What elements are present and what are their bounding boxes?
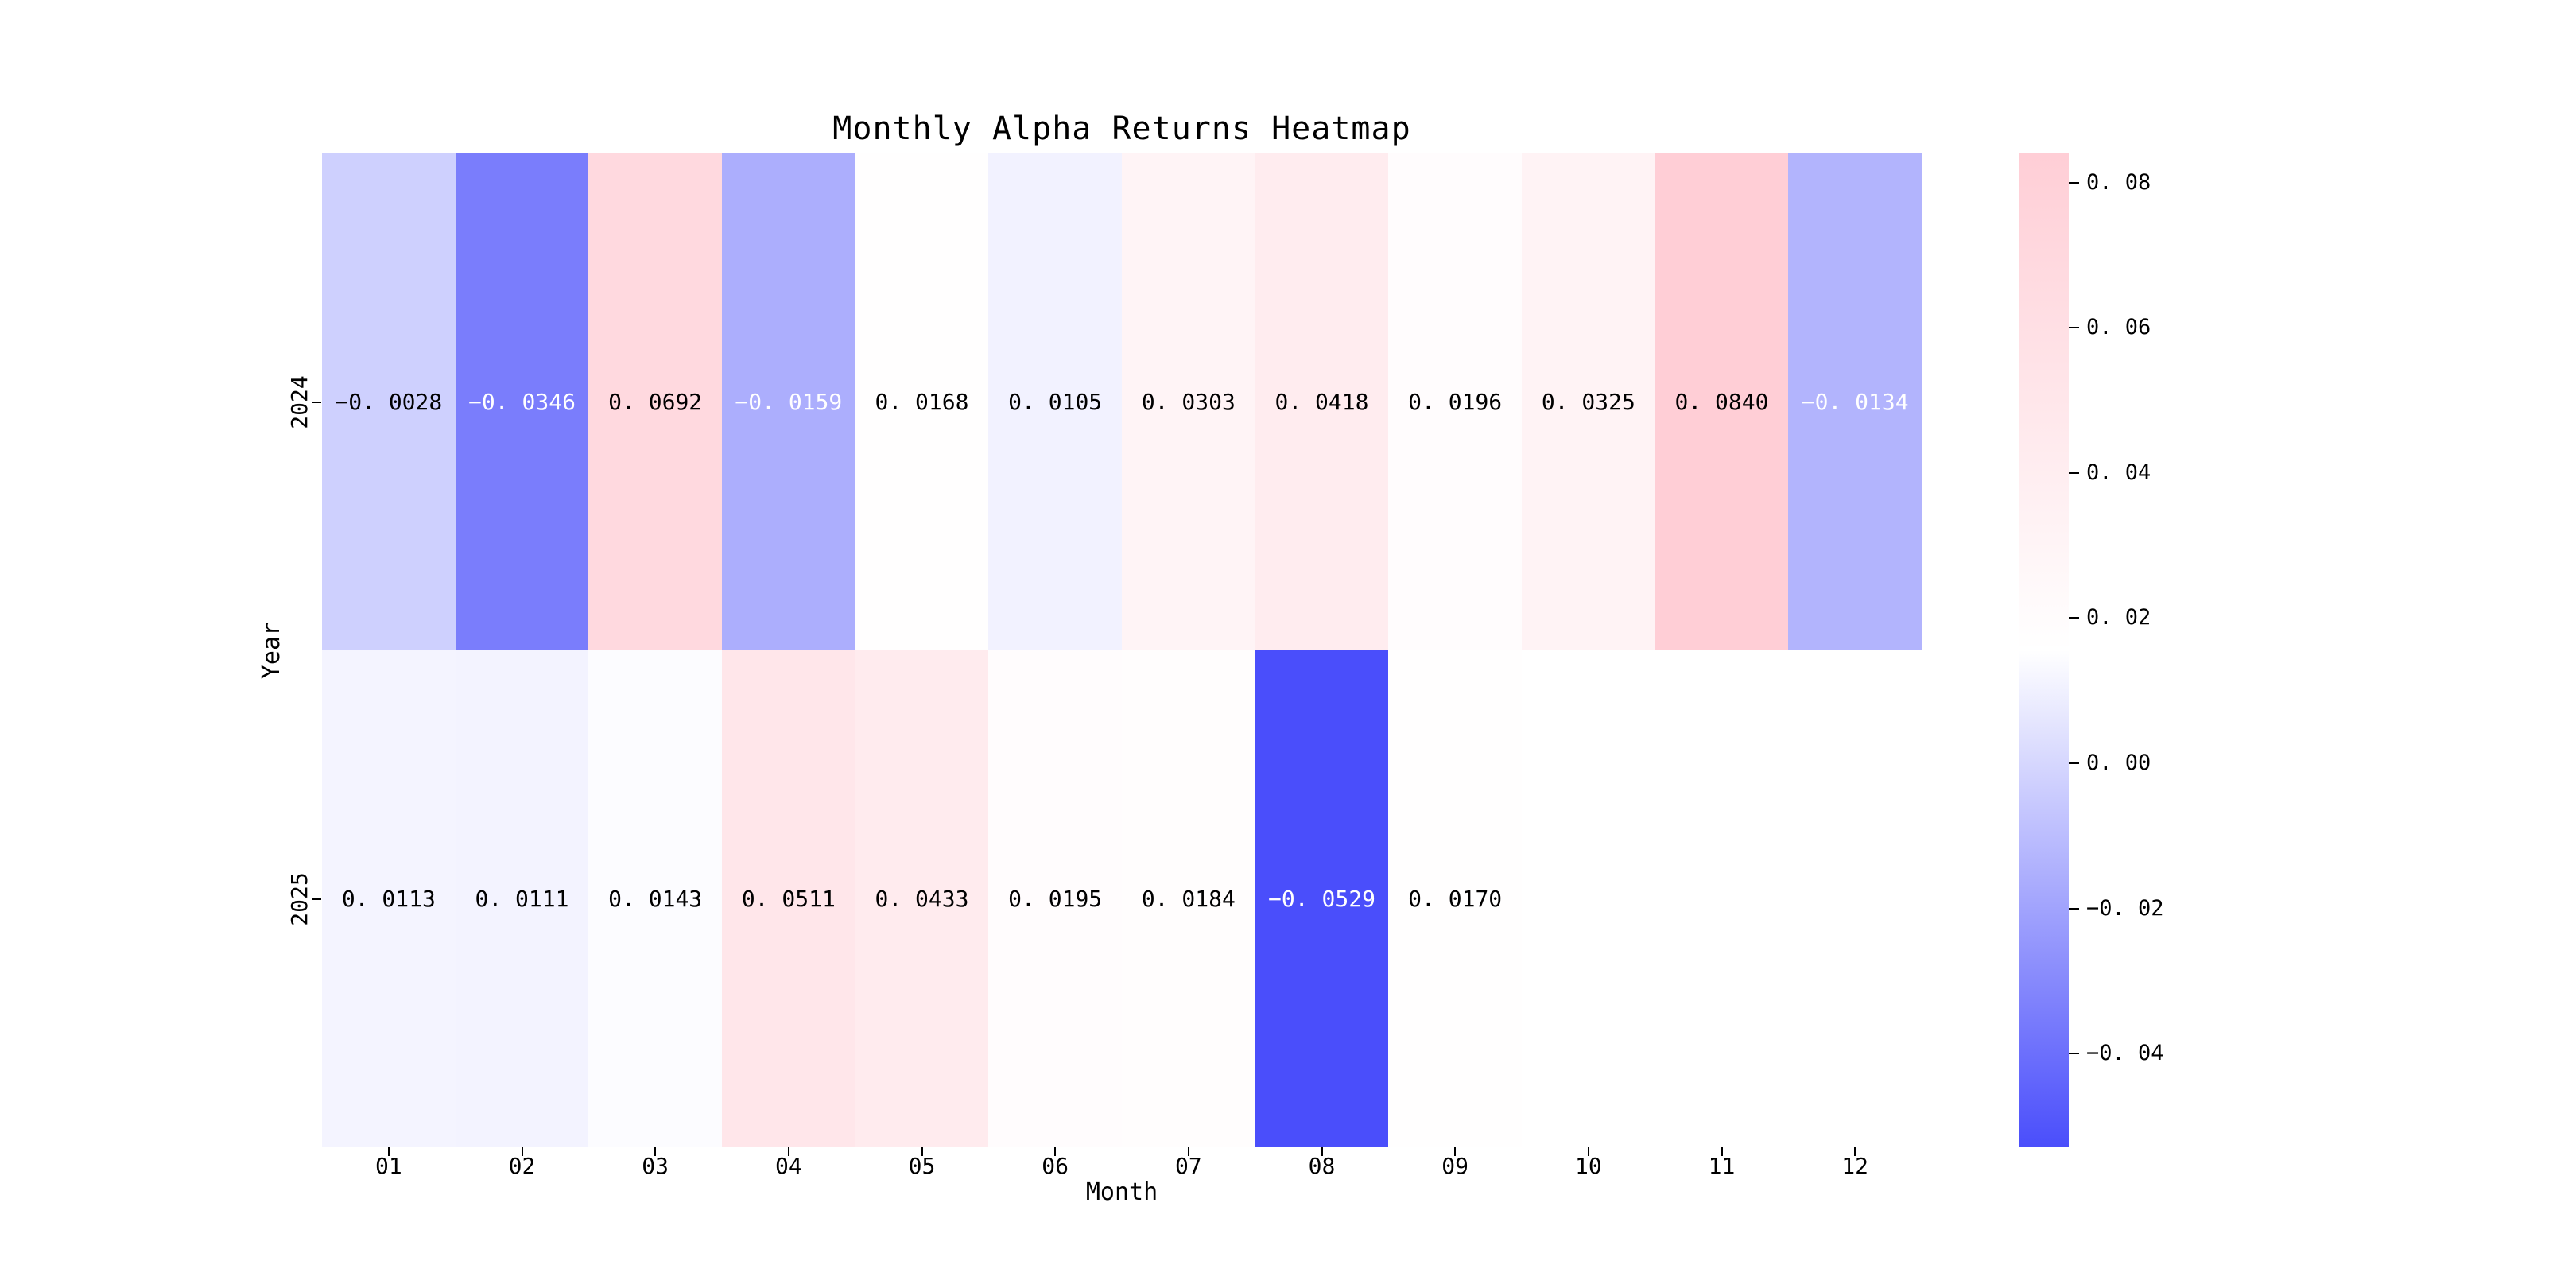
heatmap-cell-2024-07: 0. 0303 — [1122, 153, 1255, 650]
colorbar-tick-label--0.04: −0. 04 — [2086, 1041, 2164, 1066]
y-tick-mark-2025 — [312, 898, 321, 900]
x-tick-mark-04 — [787, 1147, 789, 1156]
heatmap-cell-2025-10 — [1522, 650, 1655, 1147]
heatmap-cell-2024-03: 0. 0692 — [588, 153, 722, 650]
x-tick-mark-06 — [1054, 1147, 1057, 1156]
heatmap-cell-2025-11 — [1655, 650, 1789, 1147]
x-tick-label-03: 03 — [642, 1153, 669, 1179]
x-tick-mark-09 — [1454, 1147, 1457, 1156]
heatmap-cell-2025-02: 0. 0111 — [455, 650, 589, 1147]
cell-value: 0. 0184 — [1141, 886, 1236, 912]
x-tick-mark-12 — [1854, 1147, 1856, 1156]
colorbar-tick-label-0: 0. 00 — [2086, 750, 2151, 775]
x-tick-label-10: 10 — [1574, 1153, 1602, 1179]
x-tick-label-09: 09 — [1441, 1153, 1469, 1179]
cell-value: 0. 0170 — [1408, 886, 1503, 912]
heatmap-cell-2024-02: −0. 0346 — [455, 153, 589, 650]
heatmap-cell-2024-05: 0. 0168 — [855, 153, 989, 650]
x-tick-label-04: 04 — [774, 1153, 802, 1179]
y-tick-label-2025: 2025 — [286, 871, 312, 926]
heatmap-cell-2025-01: 0. 0113 — [322, 650, 456, 1147]
colorbar-tick-mark — [2069, 907, 2079, 910]
colorbar-tick-mark — [2069, 327, 2079, 329]
x-tick-label-01: 01 — [374, 1153, 402, 1179]
x-axis-label: Month — [1085, 1178, 1158, 1206]
heatmap-cell-2024-01: −0. 0028 — [322, 153, 456, 650]
cell-value: 0. 0303 — [1141, 389, 1236, 415]
colorbar-gradient — [2019, 153, 2069, 1147]
cell-value: 0. 0195 — [1008, 886, 1103, 912]
cell-value: 0. 0105 — [1008, 389, 1103, 415]
colorbar-tick-mark — [2069, 617, 2079, 619]
cell-value: 0. 0325 — [1541, 389, 1635, 415]
cell-value: −0. 0529 — [1268, 886, 1375, 912]
x-tick-label-11: 11 — [1708, 1153, 1736, 1179]
x-tick-mark-03 — [654, 1147, 657, 1156]
heatmap-cell-2025-04: 0. 0511 — [722, 650, 855, 1147]
cell-value: 0. 0196 — [1408, 389, 1503, 415]
x-tick-label-08: 08 — [1308, 1153, 1336, 1179]
heatmap-cell-2024-08: 0. 0418 — [1255, 153, 1389, 650]
colorbar-tick-label-0.06: 0. 06 — [2086, 315, 2151, 340]
x-tick-label-07: 07 — [1174, 1153, 1202, 1179]
x-tick-label-05: 05 — [908, 1153, 936, 1179]
heatmap-cell-2025-06: 0. 0195 — [988, 650, 1122, 1147]
heatmap-cell-2024-12: −0. 0134 — [1788, 153, 1922, 650]
heatmap-cell-2025-12 — [1788, 650, 1922, 1147]
cell-value: 0. 0168 — [875, 389, 969, 415]
x-tick-label-02: 02 — [508, 1153, 536, 1179]
heatmap-cell-2025-07: 0. 0184 — [1122, 650, 1255, 1147]
colorbar-tick-mark — [2069, 1053, 2079, 1055]
heatmap-cell-2025-03: 0. 0143 — [588, 650, 722, 1147]
colorbar-tick-mark — [2069, 762, 2079, 764]
heatmap-grid: −0. 0028 −0. 0346 0. 0692 −0. 0159 0. 0168 0.… — [322, 153, 1922, 1147]
colorbar-tick-label-0.04: 0. 04 — [2086, 460, 2151, 485]
cell-value: 0. 0113 — [341, 886, 436, 912]
cell-value: −0. 0028 — [335, 389, 443, 415]
cell-value: 0. 0433 — [875, 886, 969, 912]
y-tick-mark-2024 — [312, 401, 321, 403]
cell-value: 0. 0111 — [475, 886, 569, 912]
cell-value: 0. 0418 — [1274, 389, 1369, 415]
heatmap-cell-2024-10: 0. 0325 — [1522, 153, 1655, 650]
x-tick-mark-02 — [521, 1147, 523, 1156]
cell-value: 0. 0692 — [608, 389, 703, 415]
y-tick-label-2024: 2024 — [286, 374, 312, 429]
heatmap-cell-2025-05: 0. 0433 — [855, 650, 989, 1147]
x-tick-mark-01 — [387, 1147, 390, 1156]
chart-title: Monthly Alpha Returns Heatmap — [832, 111, 1411, 147]
heatmap-cell-2024-04: −0. 0159 — [722, 153, 855, 650]
x-tick-mark-10 — [1587, 1147, 1589, 1156]
x-tick-mark-11 — [1721, 1147, 1723, 1156]
x-tick-label-06: 06 — [1042, 1153, 1069, 1179]
heatmap-cell-2024-11: 0. 0840 — [1655, 153, 1789, 650]
colorbar-tick-label-0.08: 0. 08 — [2086, 169, 2151, 195]
x-tick-mark-07 — [1187, 1147, 1189, 1156]
y-axis-label: Year — [258, 621, 285, 680]
x-tick-label-12: 12 — [1841, 1153, 1869, 1179]
heatmap-cell-2024-06: 0. 0105 — [988, 153, 1122, 650]
x-tick-mark-08 — [1321, 1147, 1323, 1156]
cell-value: 0. 0840 — [1674, 389, 1769, 415]
heatmap-cell-2025-08: −0. 0529 — [1255, 650, 1389, 1147]
colorbar-tick-label--0.02: −0. 02 — [2086, 895, 2164, 921]
cell-value: −0. 0159 — [735, 389, 843, 415]
cell-value: 0. 0511 — [741, 886, 836, 912]
colorbar-tick-mark — [2069, 471, 2079, 474]
cell-value: −0. 0346 — [468, 389, 576, 415]
heatmap-cell-2025-09: 0. 0170 — [1388, 650, 1522, 1147]
cell-value: −0. 0134 — [1801, 389, 1909, 415]
colorbar-tick-label-0.02: 0. 02 — [2086, 605, 2151, 630]
colorbar-tick-mark — [2069, 181, 2079, 184]
cell-value: 0. 0143 — [608, 886, 703, 912]
x-tick-mark-05 — [921, 1147, 923, 1156]
heatmap-cell-2024-09: 0. 0196 — [1388, 153, 1522, 650]
